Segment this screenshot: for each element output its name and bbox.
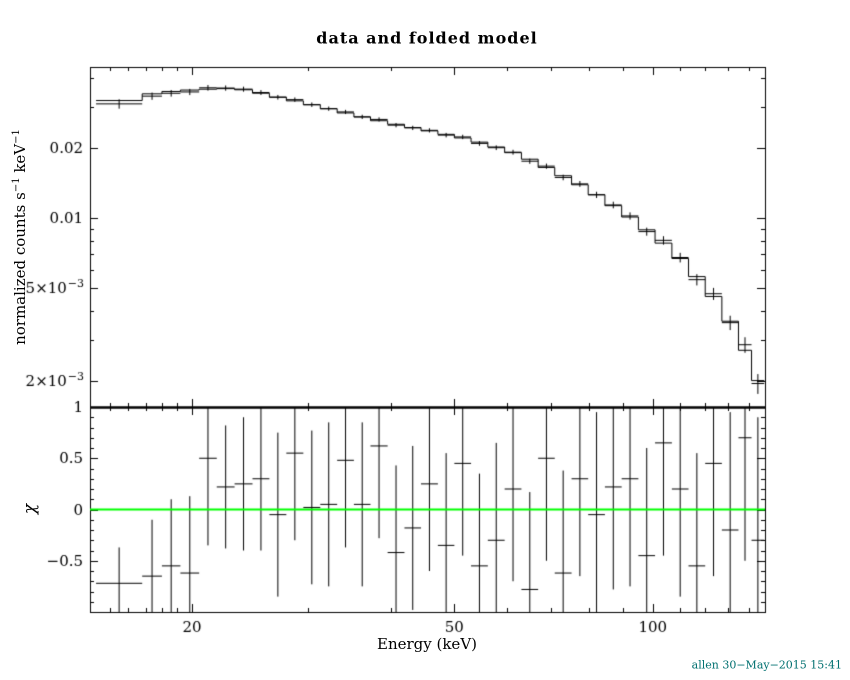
ylabel-superscript: −1	[11, 177, 22, 193]
plot-title: data and folded model	[316, 28, 538, 48]
ylabel-text-part: normalized counts s	[11, 192, 29, 345]
y-axis-label-chi: χ	[20, 503, 40, 515]
plot-signature-timestamp: allen 30−May−2015 15:41	[691, 658, 842, 672]
x-axis-label-energy: Energy (keV)	[376, 635, 478, 653]
ylabel-text-part: keV	[11, 143, 29, 178]
y-axis-label-counts: normalized counts s−1 keV−1	[11, 129, 29, 345]
ylabel-superscript: −1	[11, 129, 22, 144]
